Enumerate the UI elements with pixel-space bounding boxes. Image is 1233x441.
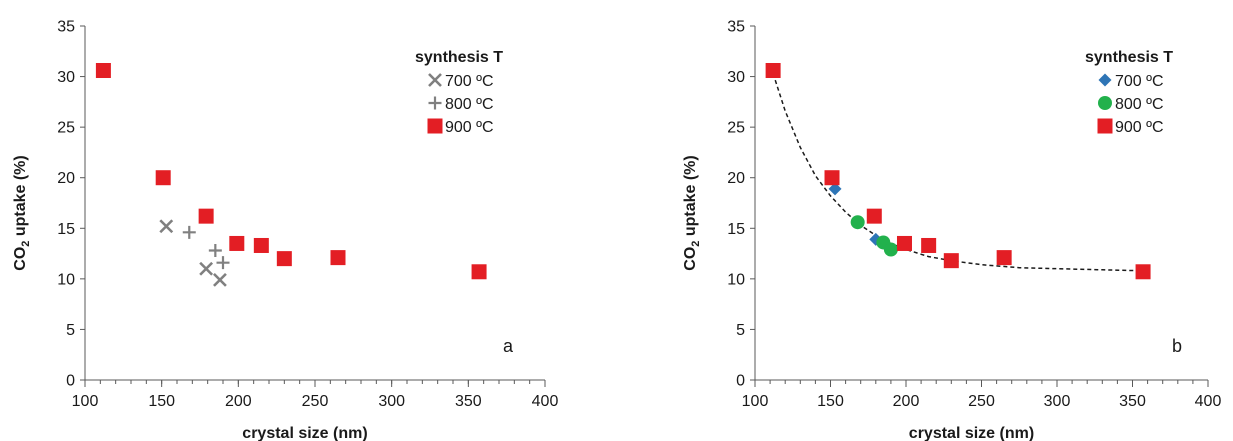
- y-axis-title-subscript: 2: [20, 241, 32, 247]
- data-point: [943, 253, 959, 269]
- x-tick-label: 100: [72, 393, 99, 410]
- x-tick-label: 400: [532, 393, 559, 410]
- y-tick-label: 35: [727, 19, 745, 36]
- data-point: [828, 182, 842, 196]
- legend-label: 800 ºC: [1115, 96, 1164, 113]
- y-axis-title: CO2 uptake (%): [12, 155, 32, 270]
- x-tick-label: 150: [817, 393, 844, 410]
- x-tick-label: 300: [378, 393, 405, 410]
- legend-marker: [428, 73, 442, 87]
- x-tick-label: 300: [1044, 393, 1071, 410]
- legend: synthesis T 700 ºC 800 ºC 900 ºC: [415, 49, 503, 136]
- x-axis-title: crystal size (nm): [242, 425, 367, 441]
- y-tick-label: 30: [57, 69, 75, 86]
- legend-marker: [427, 118, 443, 134]
- data-point: [159, 219, 174, 234]
- data-point: [198, 208, 214, 224]
- y-tick-label: 15: [727, 221, 745, 238]
- x-axis-title: crystal size (nm): [909, 425, 1034, 441]
- legend-title: synthesis T: [415, 49, 503, 66]
- panel-letter: b: [1172, 336, 1182, 356]
- y-tick-label: 15: [57, 221, 75, 238]
- data-point: [996, 250, 1012, 266]
- data-point: [216, 256, 230, 270]
- data-point: [471, 264, 487, 280]
- legend-label: 800 ºC: [445, 96, 494, 113]
- legend-marker: [1098, 73, 1112, 87]
- legend-label: 700 ºC: [1115, 73, 1164, 90]
- x-tick-label: 350: [455, 393, 482, 410]
- data-point: [208, 244, 222, 258]
- data-point: [765, 63, 781, 79]
- x-tick-label: 150: [148, 393, 175, 410]
- chart-panel-a: 0 5 10 15 20 25 30 35 100 150 200 250 300 350 400 cryst…: [12, 19, 558, 441]
- y-tick-label: 10: [727, 271, 745, 288]
- data-point: [95, 63, 111, 79]
- x-tick-label: 250: [968, 393, 995, 410]
- data-point: [182, 225, 196, 239]
- x-tick-label: 200: [893, 393, 920, 410]
- series-plus: [182, 225, 230, 270]
- y-tick-label: 30: [727, 69, 745, 86]
- y-axis-title-subscript: 2: [690, 241, 702, 247]
- y-tick-label: 20: [727, 170, 745, 187]
- data-point: [896, 235, 912, 251]
- y-tick-label: 25: [57, 120, 75, 137]
- legend-label: 900 ºC: [1115, 119, 1164, 136]
- y-tick-label: 5: [736, 322, 745, 339]
- data-point: [866, 208, 882, 224]
- legend: synthesis T 700 ºC 800 ºC 900 ºC: [1085, 49, 1173, 136]
- data-point: [213, 272, 227, 287]
- data-point: [229, 235, 245, 251]
- y-tick-label: 35: [57, 19, 75, 36]
- data-point: [883, 242, 898, 257]
- legend-label: 900 ºC: [445, 119, 494, 136]
- y-tick-label: 10: [57, 271, 75, 288]
- series-x: [159, 219, 227, 287]
- data-point: [199, 261, 214, 276]
- y-tick-label: 5: [66, 322, 75, 339]
- y-axis-title-main: CO: [12, 247, 29, 271]
- x-tick-label: 400: [1195, 393, 1222, 410]
- data-point: [276, 251, 292, 267]
- data-point: [850, 215, 865, 230]
- legend-title: synthesis T: [1085, 49, 1173, 66]
- x-tick-label: 250: [302, 393, 329, 410]
- y-tick-label: 20: [57, 170, 75, 187]
- y-tick-label: 25: [727, 120, 745, 137]
- chart-panel-b: 0 5 10 15 20 25 30 35 100 150 200 250 300 350 400 cryst…: [682, 19, 1221, 441]
- series-square: [95, 63, 487, 280]
- data-point: [253, 237, 269, 253]
- x-tick-label: 350: [1119, 393, 1146, 410]
- x-tick-label: 200: [225, 393, 252, 410]
- x-tick-label: 100: [742, 393, 769, 410]
- series-square: [765, 63, 1151, 280]
- data-point: [330, 250, 346, 266]
- legend-marker: [1098, 96, 1112, 110]
- y-axis-title: CO2 uptake (%): [682, 155, 702, 270]
- data-point: [824, 170, 840, 186]
- legend-label: 700 ºC: [445, 73, 494, 90]
- panel-letter: a: [503, 336, 514, 356]
- legend-marker: [1097, 118, 1113, 134]
- y-axis-title-main: CO: [682, 247, 699, 271]
- y-axis-title-rest: uptake (%): [12, 155, 29, 240]
- y-tick-label: 0: [66, 373, 75, 390]
- legend-marker: [428, 96, 442, 110]
- y-axis-title-rest: uptake (%): [682, 155, 699, 240]
- data-point: [155, 170, 171, 186]
- data-point: [1135, 264, 1151, 280]
- y-tick-label: 0: [736, 373, 745, 390]
- data-point: [921, 237, 937, 253]
- series-circle: [850, 215, 898, 257]
